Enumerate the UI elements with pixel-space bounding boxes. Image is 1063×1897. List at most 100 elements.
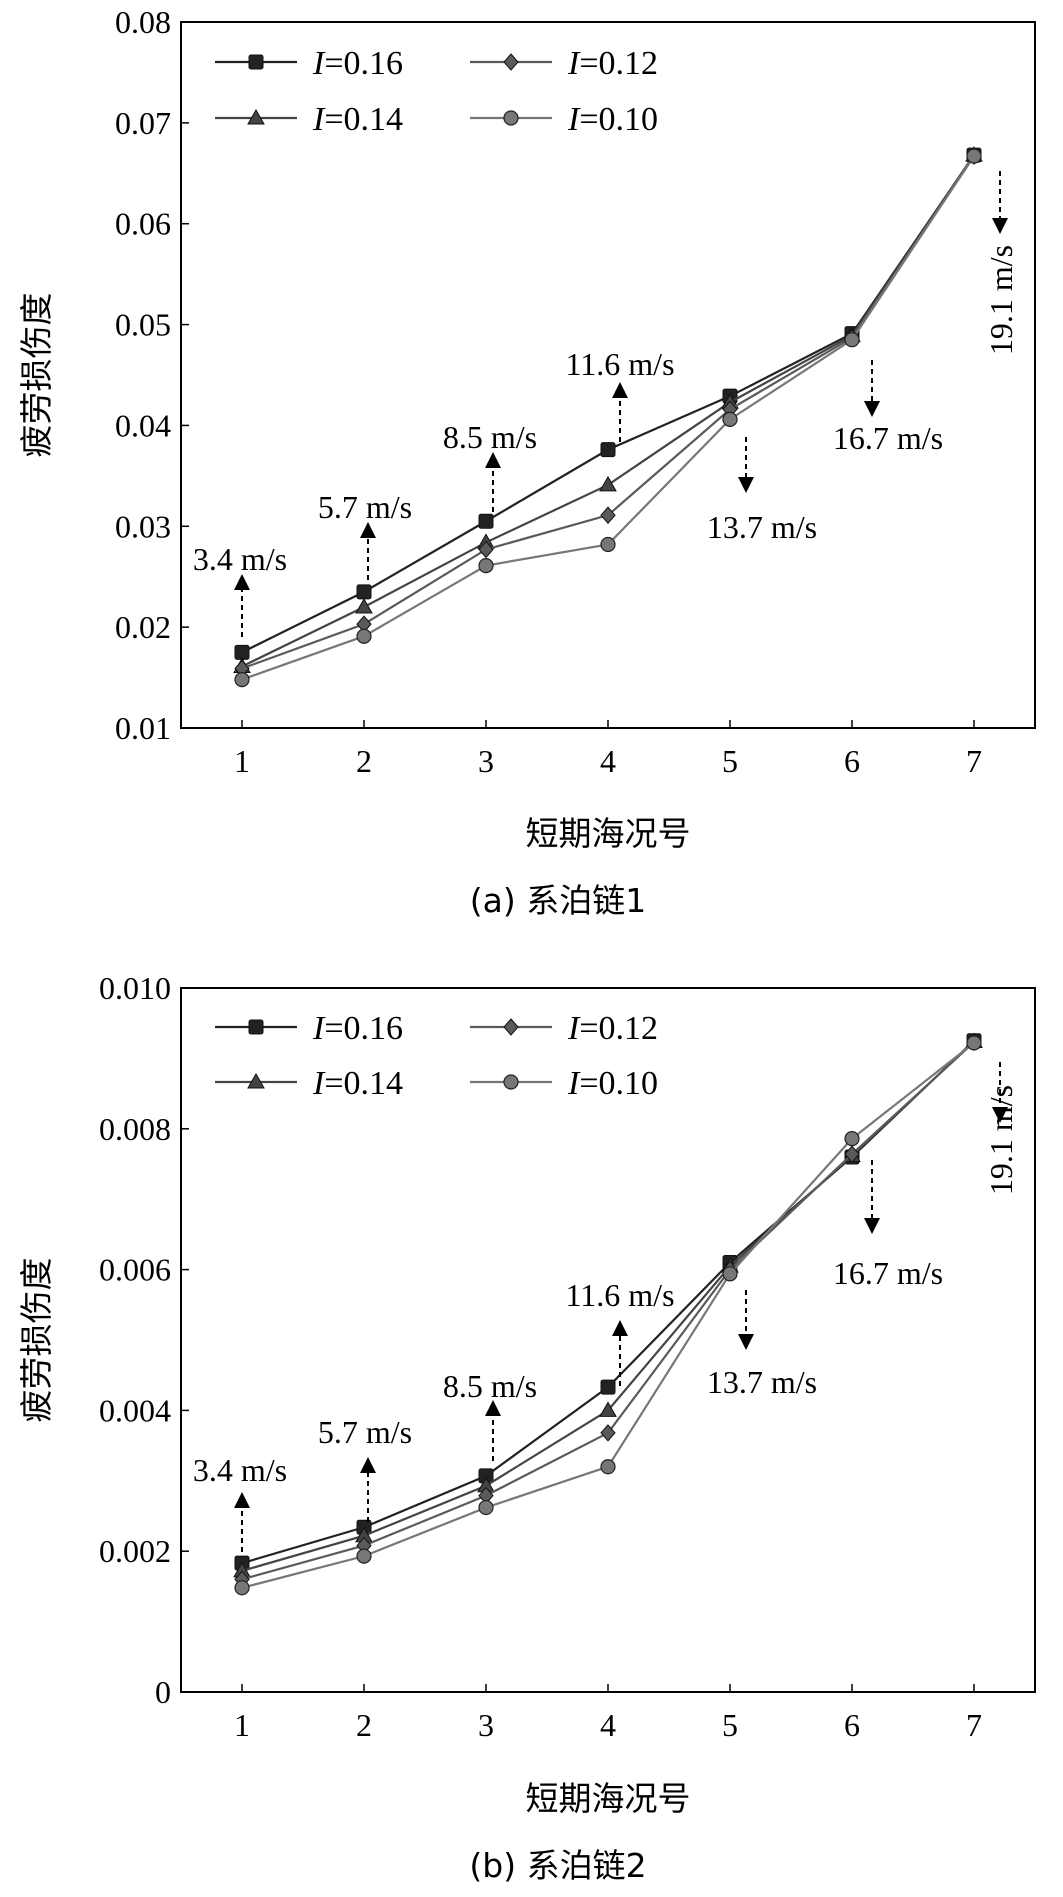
legend-symbol: I [312,45,326,82]
x-tick-label: 7 [966,1707,982,1743]
legend-label: I=0.12 [567,45,658,82]
annotation-label: 19.1 m/s [983,245,1019,355]
annotation-6: 16.7 m/s [833,1160,943,1291]
annotation-label: 8.5 m/s [443,419,537,455]
x-tick-label: 5 [722,1707,738,1743]
y-tick-label: 0.004 [99,1392,171,1428]
annotation-label: 5.7 m/s [318,1414,412,1450]
series-I=0.10 [234,148,982,688]
data-point [234,1580,250,1596]
legend-marker [248,54,264,70]
legend-value: =0.12 [579,45,658,82]
annotation-label: 8.5 m/s [443,1368,537,1404]
legend-entry: I=0.10 [470,101,658,138]
data-point [356,584,372,600]
legend-label: I=0.12 [567,1010,658,1047]
x-tick-label: 3 [478,743,494,779]
y-tick-label: 0.04 [115,407,171,443]
panel-caption: (a) 系泊链1 [470,881,646,920]
data-point [600,506,616,524]
series-I=0.16 [234,147,982,660]
y-tick-label: 0.008 [99,1111,171,1147]
legend-value: =0.10 [579,101,658,138]
annotation-4: 11.6 m/s [565,346,675,442]
annotation-2: 5.7 m/s [318,489,412,580]
annotation-label: 3.4 m/s [193,1452,287,1488]
y-tick-label: 0 [155,1674,171,1710]
data-point [844,1131,860,1147]
y-tick-label: 0.08 [115,4,171,40]
annotation-7: 19.1 m/s [983,1062,1019,1195]
chart-panel-1: 0.01 0.02 0.03 0.04 0.05 0.06 0.07 0.08 1 2 3 4 5 6 7 疲… [17,4,1036,920]
annotation-label: 13.7 m/s [707,509,817,545]
legend-marker [247,108,265,125]
data-point [844,1145,860,1163]
data-point [600,536,616,553]
annotation-label: 13.7 m/s [707,1364,817,1400]
legend-value: =0.10 [579,1065,658,1102]
legend-marker [503,1074,519,1090]
legend-entry: I=0.14 [215,101,403,138]
data-point [355,597,373,614]
legend-marker [247,1072,265,1089]
data-point [722,411,738,427]
data-point [600,442,616,458]
y-tick-label: 0.05 [115,307,171,343]
y-tick-label: 0.006 [99,1252,171,1288]
data-point [478,513,494,529]
legend-symbol: I [567,1010,581,1047]
annotation-label: 11.6 m/s [565,1277,674,1313]
series-line [241,155,975,670]
x-tick-label: 2 [356,743,372,779]
series-I=0.12 [234,147,982,678]
annotation-1: 3.4 m/s [193,541,287,637]
legend-marker [503,110,519,126]
data-point [722,1266,738,1282]
legend-value: =0.14 [324,1065,403,1102]
series-line [241,154,975,668]
x-tick-label: 4 [600,743,616,779]
legend-marker [248,1019,264,1035]
data-point [966,1035,982,1051]
legend-value: =0.14 [324,101,403,138]
legend-marker [503,53,519,71]
data-point [234,644,250,660]
legend-symbol: I [567,1065,581,1102]
annotation-5: 13.7 m/s [707,1290,817,1400]
data-point [356,1548,372,1564]
x-tick-label: 2 [356,1707,372,1743]
legend-symbol: I [567,101,581,138]
x-tick-label: 6 [844,743,860,779]
x-tick-label: 5 [722,743,738,779]
annotation-3: 8.5 m/s [443,419,537,512]
annotation-label: 5.7 m/s [318,489,412,525]
x-axis-label: 短期海况号 [526,814,691,853]
annotation-2: 5.7 m/s [318,1414,412,1522]
legend: I=0.16I=0.14I=0.12I=0.10 [215,1010,658,1102]
series-line [241,155,975,681]
legend: I=0.16I=0.14I=0.12I=0.10 [215,45,658,138]
data-point [600,1379,616,1395]
data-point [599,1401,617,1417]
y-tick-label: 0.06 [115,206,171,242]
y-tick-label: 0.07 [115,105,171,141]
legend-value: =0.16 [324,45,403,82]
annotation-6: 16.7 m/s [833,360,943,456]
annotation-label: 3.4 m/s [193,541,287,577]
data-point [478,1499,494,1516]
x-tick-label: 4 [600,1707,616,1743]
legend-entry: I=0.16 [215,1010,403,1047]
series-I=0.10 [234,1035,982,1596]
annotation-1: 3.4 m/s [193,1452,287,1552]
legend-symbol: I [312,1010,326,1047]
y-tick-label: 0.002 [99,1533,171,1569]
legend-label: I=0.16 [312,45,403,82]
legend-label: I=0.14 [312,1065,403,1102]
y-tick-label: 0.03 [115,508,171,544]
y-tick-label: 0.01 [115,710,171,746]
series-line [241,154,975,654]
x-tick-label: 7 [966,743,982,779]
x-tick-label: 1 [234,1707,250,1743]
x-tick-label: 3 [478,1707,494,1743]
